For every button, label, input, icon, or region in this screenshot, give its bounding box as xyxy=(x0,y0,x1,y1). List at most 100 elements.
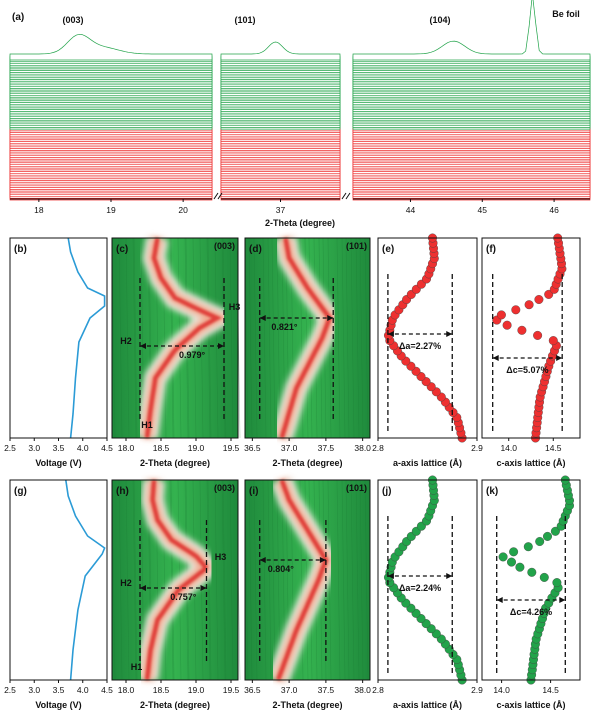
heatmap-texture-(h)-3 xyxy=(222,479,227,681)
heatmap-texture-(i)-6 xyxy=(341,479,346,681)
heatmap-texture-(c)-7 xyxy=(118,237,123,439)
frame-(f) xyxy=(481,237,581,439)
heatmap-texture-(h)-14 xyxy=(125,479,130,681)
heatmap-texture-(h)-20 xyxy=(221,479,226,681)
heatmap-ridge-(h) xyxy=(144,479,208,681)
tick-label-(h): 19.0 xyxy=(188,685,205,695)
frame-(i) xyxy=(244,479,371,681)
x-axis-label-(g): Voltage (V) xyxy=(35,700,81,710)
x-axis-label-(k): c-axis lattice (Å) xyxy=(496,700,565,710)
panel-label-(j): (j) xyxy=(382,486,391,497)
delta-value-(k): Δc=4.26% xyxy=(510,607,552,617)
heatmap-texture-(d)-21 xyxy=(271,237,276,439)
tick-label-(h): 18.0 xyxy=(118,685,135,695)
frame-(g) xyxy=(9,479,108,681)
heatmap-texture-(i)-10 xyxy=(364,479,369,681)
peak-label-(d): (101) xyxy=(346,241,367,251)
tick-label-(g): 3.5 xyxy=(53,685,65,695)
heatmap-texture-(i)-17 xyxy=(248,479,253,681)
x-axis-label-(d): 2-Theta (degree) xyxy=(272,458,342,468)
tick-label-a: 46 xyxy=(549,205,559,215)
tick-label-(d): 37.5 xyxy=(318,443,335,453)
frame-(h) xyxy=(111,479,239,681)
x-axis-label-(b): Voltage (V) xyxy=(35,458,81,468)
panel-label-(i): (i) xyxy=(249,486,258,497)
tick-label-(f): 14.5 xyxy=(545,443,562,453)
peak-label-a: (003) xyxy=(62,15,83,25)
heatmap-ridge-(i) xyxy=(275,479,329,681)
tick-label-(c): 18.0 xyxy=(118,443,135,453)
phase-label-H1: H1 xyxy=(141,420,153,430)
lattice-point-(f)-24 xyxy=(496,310,506,320)
tick-label-(i): 37.0 xyxy=(281,685,298,695)
panel-label-(e): (e) xyxy=(382,244,394,255)
frame-(c) xyxy=(111,237,239,439)
lattice-point-(f)-20 xyxy=(533,330,543,340)
phase-label-H2: H2 xyxy=(120,336,132,346)
heatmap-texture-(d)-11 xyxy=(276,237,281,439)
xrd-pattern-discharge-0-79 xyxy=(9,33,213,61)
tick-label-(c): 19.0 xyxy=(188,443,205,453)
x-axis-label-a: 2-Theta (degree) xyxy=(265,218,335,228)
heatmap-texture-(i)-16 xyxy=(336,479,341,681)
heatmap-texture-(c)-14 xyxy=(125,237,130,439)
delta-value-(j): Δa=2.24% xyxy=(399,583,441,593)
phase-label-H3: H3 xyxy=(215,552,227,562)
panel-label-(b): (b) xyxy=(14,244,27,255)
peak-label-(i): (101) xyxy=(346,483,367,493)
frame-(d) xyxy=(244,237,371,439)
heatmap-texture-(i)-3 xyxy=(355,479,360,681)
tick-label-(g): 2.5 xyxy=(4,685,16,695)
panel-label-(f): (f) xyxy=(486,244,496,255)
shift-arrow-(d)-head-left xyxy=(259,315,266,321)
tick-label-(f): 14.0 xyxy=(500,443,517,453)
tick-label-a: 44 xyxy=(406,205,416,215)
x-axis-label-(j): a-axis lattice (Å) xyxy=(393,700,462,710)
shift-arrow-(d)-head-right xyxy=(327,315,334,321)
heatmap-ridge-(d) xyxy=(279,237,333,439)
axis-break-1 xyxy=(213,192,223,200)
heatmap-texture-(h)-22 xyxy=(169,479,174,681)
shift-arrow-(i)-head-left xyxy=(259,557,266,563)
tick-label-(e): 2.9 xyxy=(471,443,483,453)
heatmap-texture-(h)-13 xyxy=(214,479,219,681)
lattice-point-(k)-27 xyxy=(535,537,545,547)
panel-label-a: (a) xyxy=(12,12,24,23)
shift-value-(h): 0.757° xyxy=(170,592,197,602)
shift-value-(i): 0.804° xyxy=(268,564,295,574)
lattice-point-(f)-21 xyxy=(517,325,527,335)
heatmap-texture-(c)-22 xyxy=(169,237,174,439)
heatmap-ridge-(c) xyxy=(144,237,222,439)
heatmap-texture-(d)-14 xyxy=(262,237,267,439)
heatmap-texture-(d)-23 xyxy=(345,237,350,439)
lattice-point-(k)-21 xyxy=(527,567,537,577)
lattice-point-(f)-28 xyxy=(544,289,554,299)
heatmap-texture-(h)-4 xyxy=(133,479,138,681)
shift-arrow-(c)-head-left xyxy=(140,343,146,349)
x-axis-label-(i): 2-Theta (degree) xyxy=(272,700,342,710)
heatmap-texture-(i)-21 xyxy=(271,479,276,681)
heatmap-texture-(d)-13 xyxy=(350,237,355,439)
frame-(j) xyxy=(377,479,478,681)
lattice-point-(k)-23 xyxy=(507,557,517,567)
phase-label-H1: H1 xyxy=(131,662,143,672)
tick-label-(j): 2.9 xyxy=(471,685,483,695)
x-axis-label-(f): c-axis lattice (Å) xyxy=(496,458,565,468)
tick-label-a: 19 xyxy=(106,205,116,215)
delta-arrow-(j)-head-left xyxy=(387,573,394,579)
tick-label-a: 37 xyxy=(276,205,286,215)
tick-label-(b): 3.5 xyxy=(53,443,65,453)
lattice-point-(k)-28 xyxy=(543,531,553,541)
lattice-point-(k)-26 xyxy=(523,542,533,552)
heatmap-texture-(h)-6 xyxy=(207,479,212,681)
tick-label-(h): 19.5 xyxy=(223,685,240,695)
panel-label-(g): (g) xyxy=(14,486,27,497)
heatmap-texture-(d)-20 xyxy=(359,237,364,439)
tick-label-(i): 36.5 xyxy=(244,685,261,695)
tick-label-(k): 14.5 xyxy=(542,685,559,695)
shift-arrow-(c)-head-right xyxy=(218,343,224,349)
heatmap-texture-(i)-14 xyxy=(262,479,267,681)
lattice-point-(k)-22 xyxy=(515,562,525,572)
heatmap-texture-(i)-23 xyxy=(345,479,350,681)
